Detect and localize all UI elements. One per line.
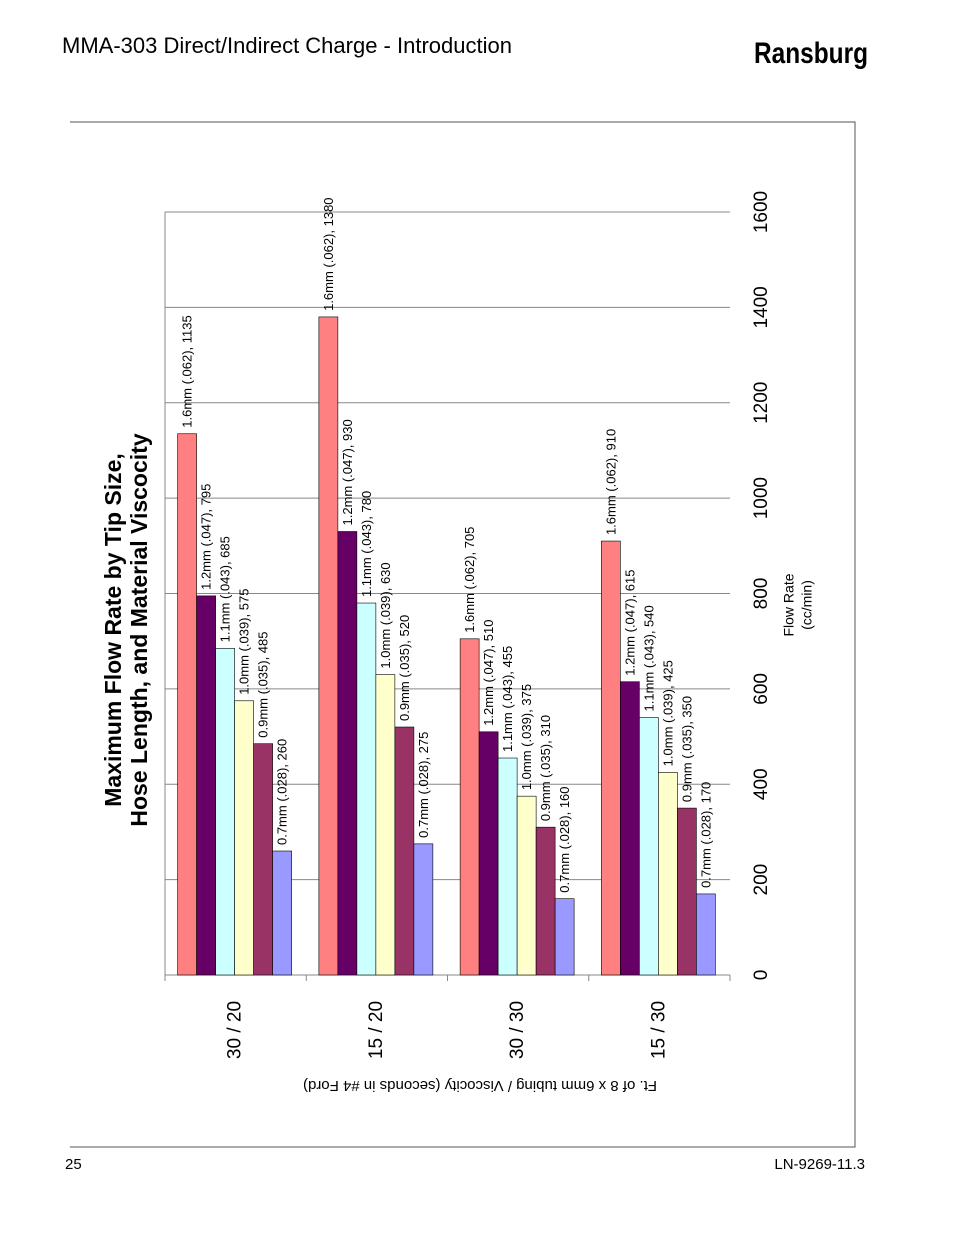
data-label: 1.6mm (.062), 910 (603, 429, 618, 535)
bar (394, 726, 415, 976)
x-tick-label: 15 / 30 (648, 1001, 669, 1059)
bar (639, 717, 659, 976)
bar (497, 757, 518, 976)
data-label: 1.2mm (.047), 510 (481, 620, 496, 726)
data-label: 0.7mm (.028), 275 (416, 732, 431, 838)
bar (696, 893, 716, 976)
data-label: 1.1mm (.043), 540 (641, 605, 656, 711)
brand: Ransburg (754, 37, 868, 70)
x-axis-label: Ft. of 8 x 6mm tubing / Viscocity (secon… (303, 1077, 657, 1094)
x-tick-label: 30 / 20 (225, 1001, 246, 1059)
data-label: 0.9mm (.035), 485 (256, 631, 271, 737)
data-label: 0.7mm (.028), 160 (557, 786, 572, 892)
y-tick-label: 1200 (751, 382, 772, 424)
bar (196, 595, 216, 976)
bar (658, 772, 678, 976)
x-tick-label: 15 / 20 (366, 1001, 387, 1059)
chart-frame (70, 121, 856, 1148)
bar (459, 638, 480, 976)
data-label: 1.6mm (.062), 1135 (180, 315, 195, 427)
chart-title: Maximum Flow Rate by Tip Size, (100, 453, 126, 807)
data-label: 1.2mm (.047), 615 (622, 570, 637, 676)
bar (318, 316, 339, 976)
bar (234, 700, 254, 976)
y-tick-label: 800 (751, 578, 772, 610)
page-number: 25 (65, 1156, 82, 1173)
data-label: 0.9mm (.035), 520 (397, 615, 412, 721)
y-axis-label: (cc/min) (799, 580, 815, 630)
data-label: 0.9mm (.035), 350 (679, 696, 694, 802)
bar (516, 795, 537, 976)
bar (620, 681, 640, 976)
bar (375, 674, 396, 976)
x-tick-label: 30 / 30 (507, 1001, 528, 1059)
bar (478, 731, 499, 976)
bar (413, 843, 434, 976)
data-label: 1.0mm (.039), 425 (660, 660, 675, 766)
data-label: 1.1mm (.043), 455 (500, 646, 515, 752)
y-tick-label: 400 (751, 768, 772, 800)
doc-number: LN-9269-11.3 (774, 1156, 865, 1173)
data-label: 0.9mm (.035), 310 (538, 715, 553, 821)
y-tick-label: 0 (751, 970, 772, 981)
data-label: 1.0mm (.039), 630 (378, 562, 393, 668)
bar (677, 807, 697, 976)
bar (215, 648, 235, 976)
y-tick-label: 200 (751, 864, 772, 896)
y-tick-label: 1000 (751, 477, 772, 519)
data-label: 1.2mm (.047), 795 (199, 484, 214, 590)
data-label: 1.6mm (.062), 705 (462, 527, 477, 633)
data-label: 0.7mm (.028), 260 (275, 739, 290, 845)
bar (535, 826, 556, 976)
y-tick-label: 1600 (751, 191, 772, 233)
data-label: 0.7mm (.028), 170 (698, 782, 713, 888)
data-label: 1.2mm (.047), 930 (340, 419, 355, 525)
data-label: 1.6mm (.062), 1380 (321, 197, 336, 310)
bar (337, 531, 358, 976)
y-axis-label: Flow Rate (781, 573, 797, 636)
bar (272, 850, 292, 976)
chart-title: Hose Length, and Material Viscocity (126, 433, 152, 826)
bar (601, 540, 621, 976)
data-label: 1.1mm (.043), 685 (218, 536, 233, 642)
data-label: 1.0mm (.039), 375 (519, 684, 534, 790)
bar (554, 898, 575, 976)
header-title: MMA-303 Direct/Indirect Charge - Introdu… (62, 33, 512, 58)
y-tick-label: 1400 (751, 286, 772, 328)
bar (253, 743, 273, 976)
bar (356, 602, 377, 976)
bar (177, 433, 197, 976)
data-label: 1.0mm (.039), 575 (237, 589, 252, 695)
data-label: 1.1mm (.043), 780 (359, 491, 374, 597)
y-tick-label: 600 (751, 673, 772, 705)
